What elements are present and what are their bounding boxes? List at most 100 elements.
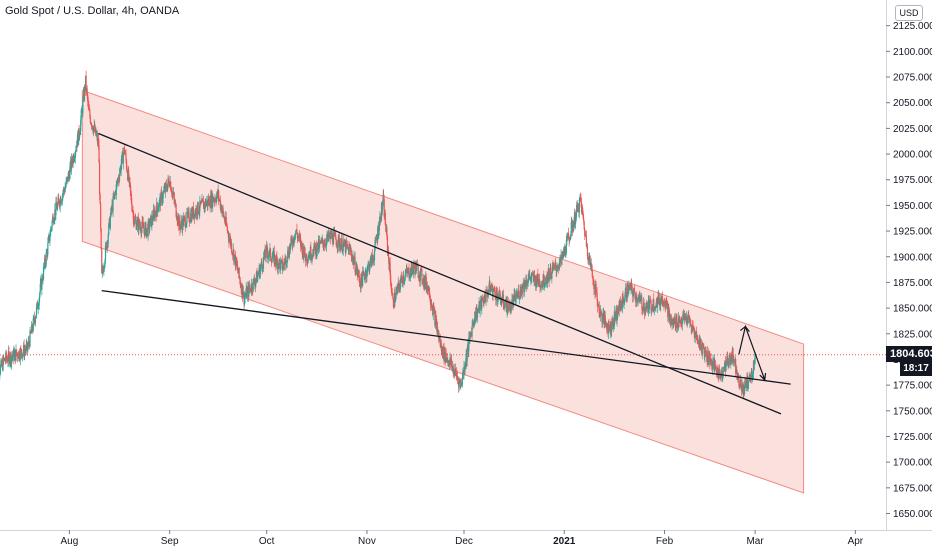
candle-body [683, 313, 686, 321]
candle-body [120, 164, 122, 172]
candle-body [727, 361, 729, 366]
candle-body [334, 231, 336, 234]
candle-body [158, 199, 161, 207]
candle-body [274, 255, 276, 263]
candle-body [176, 216, 178, 220]
candle-body [380, 203, 383, 220]
candle-body [386, 236, 389, 251]
candle-body [474, 311, 476, 322]
candle-body [243, 297, 246, 305]
candle-body [720, 373, 722, 378]
candle-body [179, 225, 182, 230]
candle-body [392, 297, 394, 307]
candle-body [738, 374, 740, 386]
candle-body [489, 287, 492, 292]
candle-body [199, 200, 201, 212]
candle-body [616, 317, 618, 321]
candle-body [628, 284, 631, 286]
candle-body [740, 379, 742, 388]
candle-body [196, 208, 198, 216]
candle-body [30, 332, 32, 334]
candle-body [29, 330, 31, 347]
candle-body [58, 197, 60, 201]
candle-body [248, 284, 250, 297]
candle-body [565, 239, 568, 253]
candle-body [726, 357, 729, 362]
candle-body [540, 284, 542, 289]
candle-body [504, 303, 507, 305]
candle-body [754, 352, 756, 364]
candle-body [699, 341, 701, 349]
candle-body [752, 360, 755, 373]
candle-body [73, 158, 75, 161]
candle-body [267, 252, 269, 259]
candle-body [700, 339, 702, 351]
candle-body [11, 356, 13, 358]
candle-body [398, 282, 400, 288]
candle-body [435, 315, 437, 319]
candle-body [569, 238, 571, 240]
candle-body [241, 284, 244, 298]
candle-body [398, 282, 400, 284]
candle-body [401, 278, 403, 283]
candle-body [712, 360, 714, 368]
candle-body [353, 261, 355, 265]
candle-body [104, 260, 106, 266]
currency-button[interactable]: USD [895, 5, 923, 21]
candle-body [20, 348, 23, 354]
last-price-label: 1804.603 [886, 346, 932, 362]
candle-body [200, 202, 202, 205]
candle-body [630, 283, 632, 291]
candle-body [549, 277, 551, 281]
candle-body [290, 237, 292, 244]
candle-body [715, 366, 717, 368]
candle-body [354, 256, 356, 273]
candle-body [155, 211, 157, 213]
candle-body [65, 180, 67, 187]
candle-body [61, 200, 63, 202]
candle-body [374, 240, 376, 251]
candle-body [280, 260, 282, 270]
candle-body [586, 245, 589, 257]
candle-body [753, 360, 755, 365]
candle-body [335, 239, 337, 246]
candle-body [439, 338, 441, 347]
candle-body [563, 248, 565, 257]
candle-body [311, 254, 313, 259]
candle-body [87, 101, 89, 105]
candle-body [225, 216, 227, 225]
candle-body [167, 178, 170, 181]
candle-body [42, 279, 44, 281]
candle-body [352, 256, 355, 265]
candle-body [738, 385, 741, 387]
candle-body [531, 273, 534, 275]
candle-body [508, 302, 510, 312]
candle-body [268, 255, 270, 257]
candle-body [585, 235, 587, 236]
candle-body [431, 304, 433, 308]
candle-body [233, 255, 235, 262]
candle-body [103, 265, 106, 268]
candle-body [732, 355, 735, 363]
candle-body [638, 297, 640, 299]
candle-body [322, 238, 324, 243]
candle-body [138, 220, 141, 226]
candle-body [70, 157, 73, 170]
candle-body [149, 225, 151, 230]
candle-body [149, 218, 151, 226]
candle-body [485, 290, 487, 302]
candle-body [500, 302, 502, 304]
candle-body [461, 376, 463, 385]
candle-body [530, 277, 532, 279]
candle-body [468, 336, 470, 352]
candle-body [372, 258, 375, 262]
candle-body [421, 281, 424, 284]
candle-body [469, 334, 472, 336]
candle-body [411, 263, 413, 270]
candle-body [53, 221, 55, 223]
candle-body [548, 270, 550, 281]
candle-body [337, 235, 339, 247]
candle-body [180, 220, 183, 225]
candle-body [262, 268, 264, 270]
